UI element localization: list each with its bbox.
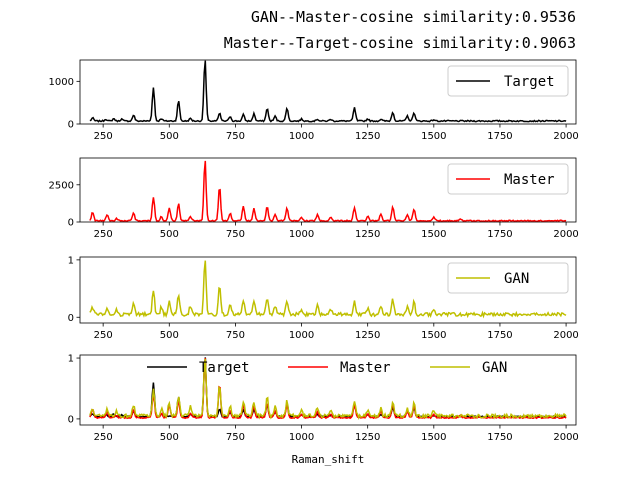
legend: Target: [447, 65, 569, 97]
x-tick-label: 1250: [355, 229, 380, 240]
series-line-master: [89, 160, 567, 223]
x-tick-label: 500: [160, 131, 179, 142]
legend: GAN: [447, 262, 569, 294]
legend-box: [447, 262, 569, 294]
x-tick-label: 1750: [487, 131, 512, 142]
subplot-4: 250 500 750 1000 1250 1500 1750 2000 0 1 Raman_shi…: [68, 354, 579, 466]
legend-label: GAN: [504, 271, 529, 287]
x-tick-label: 1500: [421, 131, 446, 142]
x-tick-label: 1750: [487, 432, 512, 443]
y-tick-label: 0: [68, 120, 74, 131]
x-tick-label: 1750: [487, 229, 512, 240]
x-tick-label: 1500: [421, 330, 446, 341]
x-tick-label: 1000: [289, 131, 314, 142]
x-tick-label: 2000: [553, 131, 578, 142]
legend-box: [447, 65, 569, 97]
y-tick-label: 1: [68, 354, 74, 365]
x-tick-label: 500: [160, 229, 179, 240]
axes-frame: [79, 354, 577, 426]
x-tick-label: 2000: [553, 432, 578, 443]
x-tick-label: 1250: [355, 131, 380, 142]
x-tick-label: 500: [160, 330, 179, 341]
x-tick-label: 500: [160, 432, 179, 443]
x-tick-label: 1250: [355, 432, 380, 443]
subplot-2: 250 500 750 1000 1250 1500 1750 2000 0 2500 Master: [49, 157, 579, 240]
subplot-3: 250 500 750 1000 1250 1500 1750 2000 0 1 GAN: [68, 255, 579, 341]
y-tick-label: 1000: [49, 77, 74, 88]
x-tick-label: 1000: [289, 229, 314, 240]
x-tick-label: 2000: [553, 330, 578, 341]
legend: Master: [447, 163, 569, 195]
x-tick-label: 1500: [421, 229, 446, 240]
x-tick-label: 1250: [355, 330, 380, 341]
title-line-1: GAN--Master-cosine similarity:0.9536: [251, 8, 576, 26]
title-line-2: Master--Target-cosine similarity:0.9063: [224, 34, 576, 52]
legend-label: Target: [199, 360, 250, 376]
x-tick-label: 1500: [421, 432, 446, 443]
x-tick-label: 750: [226, 330, 245, 341]
series-line-gan: [89, 260, 567, 319]
x-tick-label: 250: [94, 432, 113, 443]
x-tick-label: 750: [226, 229, 245, 240]
legend-box: [447, 163, 569, 195]
x-tick-label: 750: [226, 131, 245, 142]
x-tick-label: 2000: [553, 229, 578, 240]
series-line-target: [89, 60, 567, 123]
y-tick-label: 0: [68, 313, 74, 324]
x-tick-label: 250: [94, 131, 113, 142]
legend: Target Master GAN: [147, 360, 507, 376]
legend-label: Target: [504, 74, 555, 90]
legend-label: Master: [340, 360, 391, 376]
legend-label: Master: [504, 172, 555, 188]
x-tick-label: 750: [226, 432, 245, 443]
x-tick-label: 250: [94, 330, 113, 341]
y-tick-label: 0: [68, 218, 74, 229]
y-tick-label: 1: [68, 255, 74, 266]
y-tick-label: 0: [68, 414, 74, 425]
x-tick-label: 250: [94, 229, 113, 240]
x-axis-label: Raman_shift: [292, 453, 365, 466]
x-tick-label: 1000: [289, 432, 314, 443]
axes-frame: [79, 59, 577, 125]
axes-frame: [79, 256, 577, 324]
y-tick-label: 2500: [49, 180, 74, 191]
series-line-gan: [89, 358, 567, 421]
x-tick-label: 1000: [289, 330, 314, 341]
subplot-1: 250 500 750 1000 1250 1500 1750 2000 0 1000 Target: [49, 59, 579, 142]
legend-label: GAN: [482, 360, 507, 376]
axes-frame: [79, 157, 577, 223]
x-tick-label: 1750: [487, 330, 512, 341]
